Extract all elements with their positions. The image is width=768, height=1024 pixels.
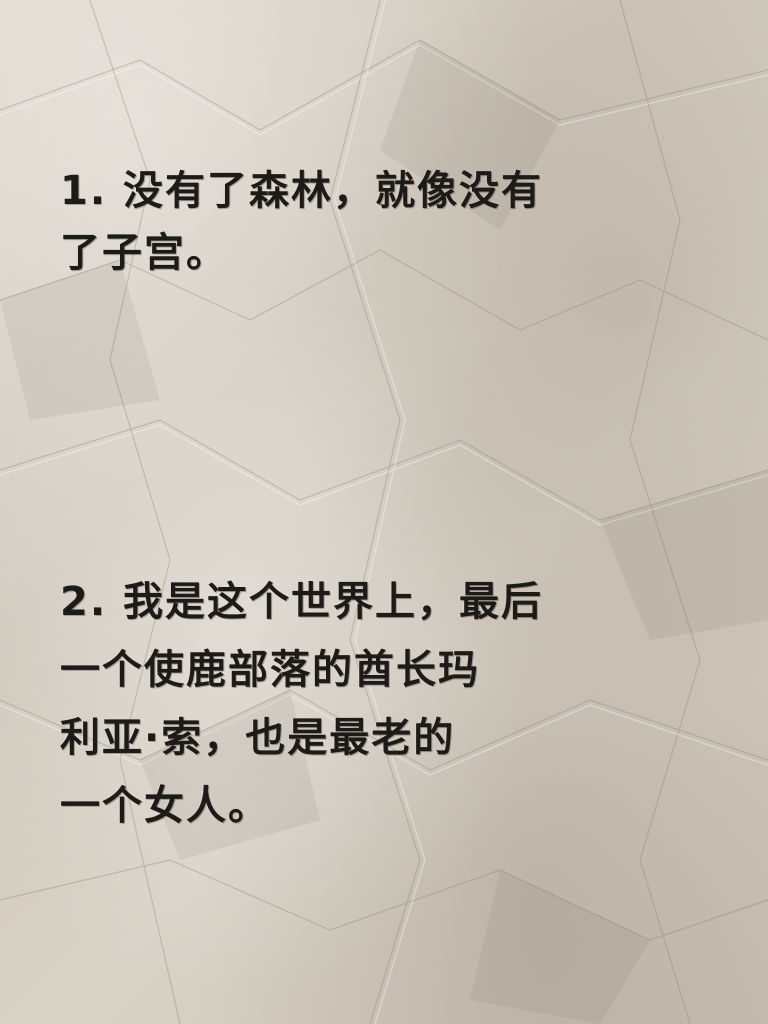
note-2-line-3: 利亚·索，也是最老的 [60, 715, 456, 761]
note-2: 2. 我是这个世界上，最后 一个使鹿部落的酋长玛 利亚·索，也是最老的 一个女人… [60, 568, 680, 840]
note-1-line-2: 了子宫。 [60, 230, 228, 276]
note-2-line-4: 一个女人。 [60, 783, 270, 829]
note-2-line-2: 一个使鹿部落的酋长玛 [60, 647, 480, 693]
note-2-line-1: 2. 我是这个世界上，最后 [60, 579, 543, 625]
note-1-line-1: 1. 没有了森林，就像没有 [60, 168, 543, 214]
note-1: 1. 没有了森林，就像没有 了子宫。 [60, 160, 680, 284]
